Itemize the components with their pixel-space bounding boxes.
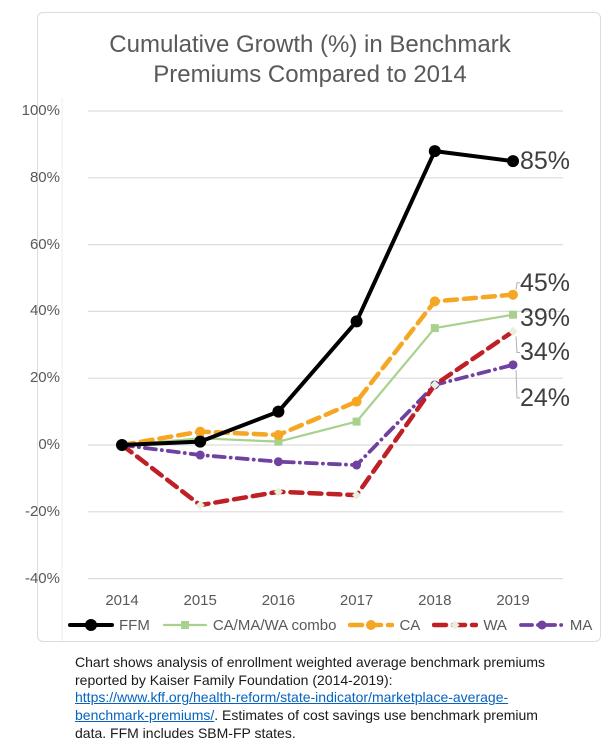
legend-item-ffm: FFM [68, 617, 150, 634]
x-axis-tick-label: 2017 [339, 592, 374, 609]
x-axis-tick-label: 2015 [183, 592, 217, 609]
chart-title-line1: Cumulative Growth (%) in Benchmark [109, 31, 511, 58]
legend-swatch [519, 620, 565, 630]
legend-label: CA/MA/WA combo [212, 616, 337, 634]
legend-label: CA [399, 616, 421, 634]
data-point [85, 619, 97, 631]
legend-label: MA [569, 616, 593, 634]
legend-item-ca-ma-wa-combo: CA/MA/WA combo [162, 616, 337, 634]
legend-label: FFM [119, 616, 150, 634]
chart-title-line2: Premiums Compared to 2014 [153, 61, 467, 88]
y-axis-tick-label: 80% [29, 168, 60, 186]
y-axis-tick-label: 40% [29, 302, 60, 320]
chart-title: Cumulative Growth (%) in Benchmark Premi… [60, 30, 560, 90]
caption-text-after: . Estimates of cost savings use benchmar… [75, 707, 538, 741]
series-end-label-ma: 24% [520, 383, 571, 412]
legend-label: WA [483, 616, 507, 634]
legend-swatch [432, 620, 479, 630]
series-end-label-ca-ma-wa-combo: 39% [520, 303, 571, 332]
series-end-label-wa: 34% [520, 338, 571, 367]
legend-swatch [162, 621, 207, 629]
y-axis-tick-label: -20% [24, 502, 60, 520]
y-axis-tick-label: 60% [29, 235, 60, 253]
caption-text-before: Chart shows analysis of enrollment weigh… [75, 654, 545, 688]
data-point [180, 621, 189, 629]
x-axis-tick-label: 2019 [496, 592, 530, 609]
data-point [537, 620, 547, 630]
series-end-label-ffm: 85% [520, 147, 571, 176]
data-point [366, 620, 377, 630]
x-axis-tick-label: 2016 [261, 592, 296, 609]
caption: Chart shows analysis of enrollment weigh… [75, 654, 549, 743]
y-axis-tick-label: 20% [29, 369, 60, 387]
legend-swatch [348, 620, 395, 630]
chart-frame [37, 12, 601, 642]
x-axis-tick-label: 2014 [105, 592, 139, 609]
y-axis-tick-label: 100% [21, 102, 60, 119]
data-point [450, 620, 460, 630]
x-axis-tick-label: 2018 [418, 592, 452, 609]
y-axis-tick-label: 0% [38, 436, 60, 453]
legend-swatch [68, 619, 114, 631]
legend-item-wa: WA [432, 617, 507, 634]
legend-item-ma: MA [519, 616, 593, 634]
kff-link[interactable]: https://www.kff.org/health-reform/state-… [75, 689, 509, 724]
legend: FFM CA/MA/WA combo CA WA MA [68, 613, 592, 637]
series-end-label-ca: 45% [520, 268, 571, 297]
legend-item-ca: CA [348, 617, 420, 634]
y-axis-tick-label: -40% [24, 569, 60, 587]
